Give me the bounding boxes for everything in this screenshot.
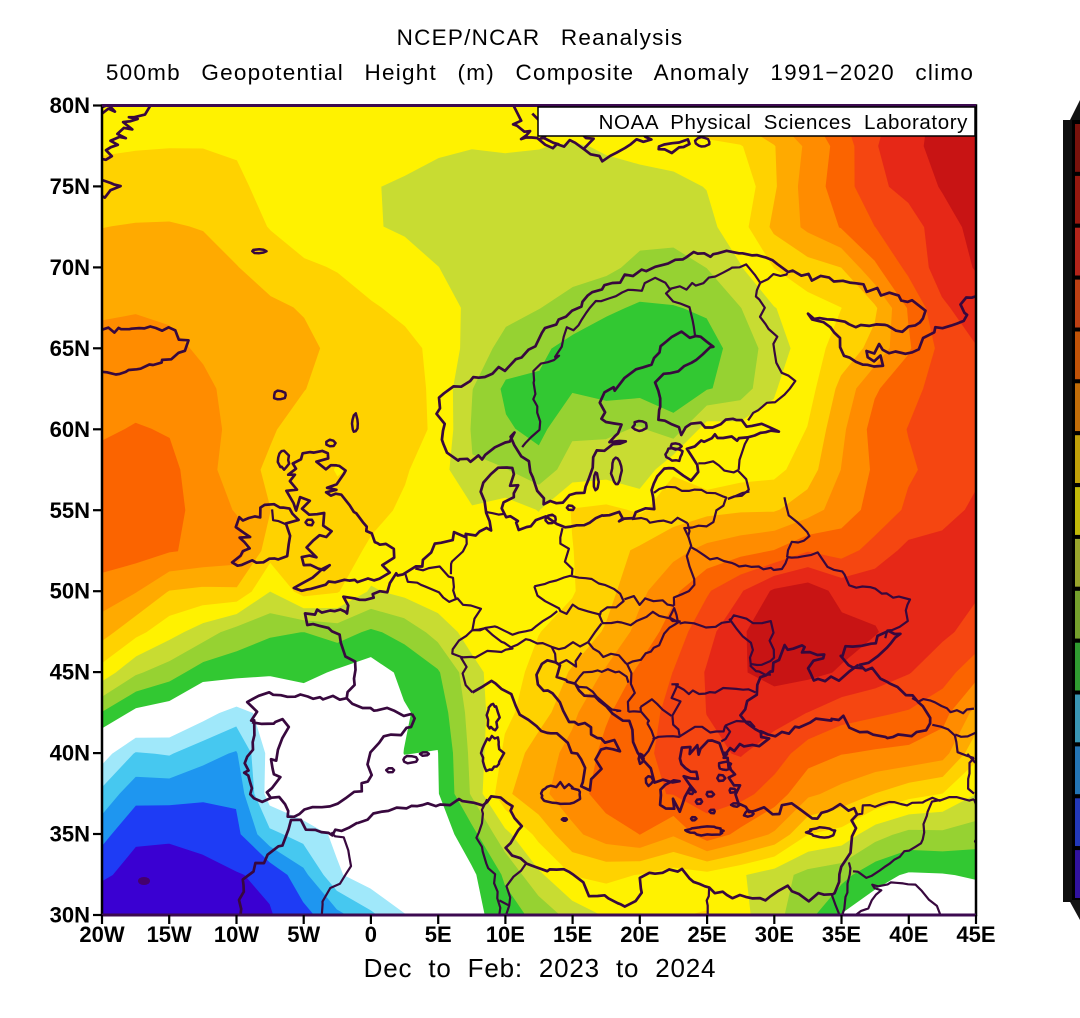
svg-text:60N: 60N <box>50 417 90 442</box>
svg-text:5E: 5E <box>425 922 452 947</box>
svg-text:35N: 35N <box>50 822 90 847</box>
svg-text:15W: 15W <box>147 922 192 947</box>
svg-text:30N: 30N <box>50 903 90 928</box>
svg-text:35E: 35E <box>822 922 861 947</box>
svg-text:500mb Geopotential Height (m): 500mb Geopotential Height (m) Composite … <box>106 60 974 85</box>
svg-text:NOAA Physical Sciences Laborat: NOAA Physical Sciences Laboratory <box>599 111 969 134</box>
svg-text:40E: 40E <box>889 922 928 947</box>
svg-text:20W: 20W <box>79 922 124 947</box>
svg-text:45N: 45N <box>50 660 90 685</box>
svg-text:25E: 25E <box>688 922 727 947</box>
svg-text:15E: 15E <box>553 922 592 947</box>
svg-text:20E: 20E <box>620 922 659 947</box>
svg-text:55N: 55N <box>50 498 90 523</box>
svg-text:80N: 80N <box>50 93 90 118</box>
svg-text:10E: 10E <box>486 922 525 947</box>
svg-text:Dec to Feb: 2023 to 2024: Dec to Feb: 2023 to 2024 <box>364 953 717 983</box>
svg-text:NCEP/NCAR Reanalysis: NCEP/NCAR Reanalysis <box>397 25 684 50</box>
svg-text:5W: 5W <box>287 922 320 947</box>
svg-text:30E: 30E <box>755 922 794 947</box>
svg-text:70N: 70N <box>50 255 90 280</box>
svg-text:75N: 75N <box>50 174 90 199</box>
svg-text:50N: 50N <box>50 579 90 604</box>
svg-text:65N: 65N <box>50 336 90 361</box>
svg-text:10W: 10W <box>214 922 259 947</box>
svg-text:45E: 45E <box>956 922 995 947</box>
svg-text:40N: 40N <box>50 741 90 766</box>
svg-text:0: 0 <box>365 922 377 947</box>
